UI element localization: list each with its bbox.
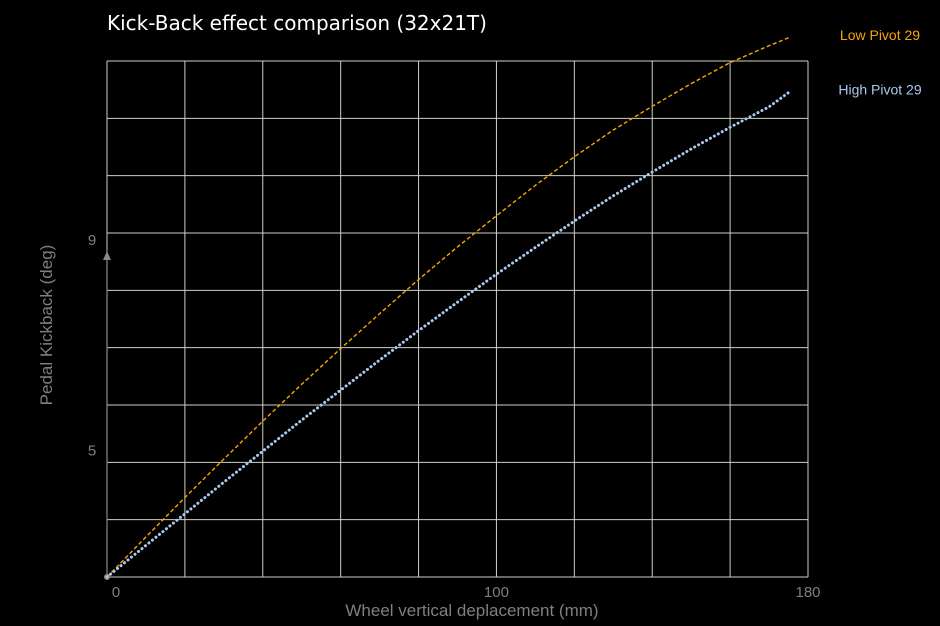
x-tick-label: 100 bbox=[484, 584, 509, 601]
x-axis-label: Wheel vertical deplacement (mm) bbox=[345, 601, 598, 620]
axes bbox=[103, 251, 111, 580]
x-tick-label: 180 bbox=[795, 584, 820, 601]
x-tick-label: 0 bbox=[112, 584, 120, 601]
legend-entry-low-pivot: Low Pivot 29 bbox=[840, 27, 920, 43]
legend-entry-high-pivot: High Pivot 29 bbox=[838, 82, 921, 98]
ticks-layer: 0 100 180 5 9 bbox=[88, 232, 821, 601]
series-line-high-pivot bbox=[105, 91, 790, 579]
y-axis-label: Pedal Kickback (deg) bbox=[37, 245, 56, 406]
series-layer bbox=[105, 37, 790, 579]
legend: Low Pivot 29 High Pivot 29 bbox=[838, 27, 921, 98]
grid bbox=[106, 60, 809, 578]
y-tick-label: 5 bbox=[88, 443, 96, 460]
y-tick-label: 9 bbox=[88, 232, 96, 249]
y-axis-arrow-icon bbox=[103, 251, 111, 260]
series-line-low-pivot bbox=[106, 37, 789, 578]
chart-title: Kick-Back effect comparison (32x21T) bbox=[107, 11, 487, 35]
